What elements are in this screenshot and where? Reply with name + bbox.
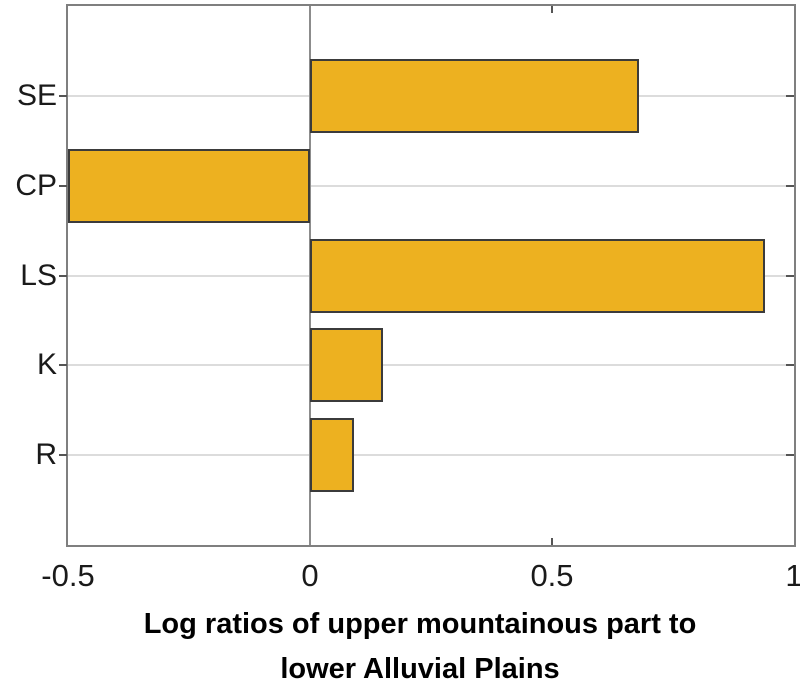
y-tick-label-R: R <box>35 438 57 472</box>
x-tick-label-1: 1 <box>785 558 800 593</box>
y-tick-right-SE <box>786 94 794 97</box>
x-tick-label-0.5: 0.5 <box>530 558 574 593</box>
y-tick-right-R <box>786 454 794 457</box>
y-tick-label-SE: SE <box>16 78 57 112</box>
bar-LS <box>310 238 765 313</box>
x-tick-label--0.5: -0.5 <box>41 558 95 593</box>
gridline-K <box>68 364 794 367</box>
gridline-R <box>68 454 794 457</box>
x-axis-title-line2: lower Alluvial Plains <box>280 653 560 685</box>
x-tick-top-0.5 <box>551 6 553 13</box>
x-tick-bottom-0.5 <box>551 538 553 545</box>
y-tick-label-LS: LS <box>20 258 57 292</box>
y-tick-label-CP: CP <box>15 168 57 202</box>
bar-K <box>310 328 383 403</box>
y-tick-left-R <box>59 454 67 457</box>
y-tick-left-LS <box>59 274 67 277</box>
gridline-CP <box>68 184 794 187</box>
y-tick-left-CP <box>59 184 67 187</box>
bar-R <box>310 418 354 493</box>
x-axis-title: Log ratios of upper mountainous part to … <box>144 602 697 685</box>
y-tick-left-SE <box>59 94 67 97</box>
y-tick-right-CP <box>786 184 794 187</box>
x-axis-title-line1: Log ratios of upper mountainous part to <box>143 608 697 640</box>
plot-layer <box>59 6 794 545</box>
y-tick-right-K <box>786 364 794 367</box>
bar-CP <box>68 148 310 223</box>
y-tick-left-K <box>59 364 67 367</box>
x-tick-label-0: 0 <box>301 558 319 593</box>
y-tick-right-LS <box>786 274 794 277</box>
bar-SE <box>310 58 640 133</box>
y-tick-label-K: K <box>36 348 57 382</box>
